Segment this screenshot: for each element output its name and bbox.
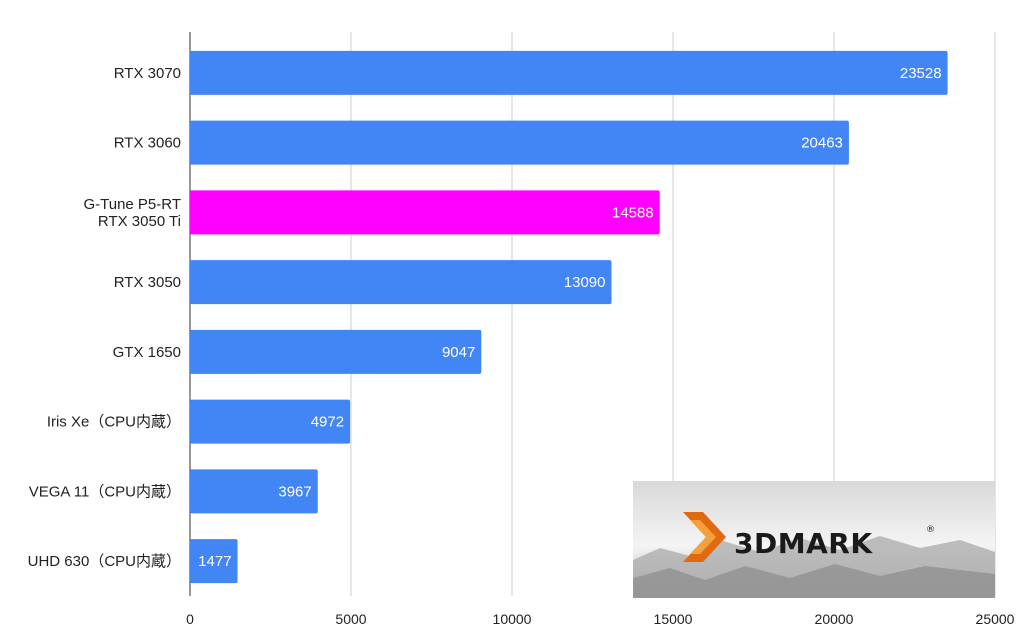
data-label: 4972: [311, 414, 344, 431]
x-tick-label: 10000: [493, 611, 532, 627]
bar: [190, 120, 849, 165]
3dmark-logo-text: 3DMARK: [734, 527, 873, 560]
category-label: RTX 3050: [114, 274, 181, 291]
bar: [190, 469, 318, 514]
x-tick-label: 15000: [654, 611, 693, 627]
bar: [190, 329, 482, 374]
x-tick-label: 25000: [976, 611, 1015, 627]
bars: 23528 20463 14588 13090 9047 4972 3967 1477: [190, 50, 948, 584]
data-label: 9047: [442, 344, 475, 361]
x-tick-label: 5000: [335, 611, 366, 627]
logo-terrain-front: [633, 564, 995, 598]
bar: [190, 399, 351, 444]
bar: [190, 190, 660, 235]
data-label: 3967: [278, 483, 311, 500]
bar: [190, 539, 238, 584]
3dmark-logo: 3DMARK ®: [633, 481, 995, 598]
x-tick-label: 0: [186, 611, 194, 627]
data-label: 23528: [900, 65, 942, 82]
category-label: RTX 3060: [114, 135, 181, 152]
bar: [190, 260, 612, 305]
data-label: 1477: [198, 553, 231, 570]
x-axis-ticks: 0 5000 10000 15000 20000 25000: [186, 611, 1015, 627]
data-label: 13090: [564, 274, 606, 291]
category-label: GTX 1650: [113, 344, 181, 361]
registered-mark: ®: [926, 525, 935, 535]
category-label: RTX 3070: [114, 65, 181, 82]
bar: [190, 50, 948, 95]
category-label: Iris Xe（CPU内蔵）: [47, 414, 181, 431]
x-tick-label: 20000: [815, 611, 854, 627]
data-label: 14588: [612, 204, 654, 221]
category-label: UHD 630（CPU内蔵）: [28, 553, 181, 570]
category-label: G-Tune P5-RT: [83, 196, 181, 213]
3dmark-chevron-icon: [683, 512, 726, 562]
category-label: RTX 3050 Ti: [98, 213, 181, 230]
category-label: VEGA 11（CPU内蔵）: [29, 483, 181, 500]
data-label: 20463: [801, 135, 843, 152]
